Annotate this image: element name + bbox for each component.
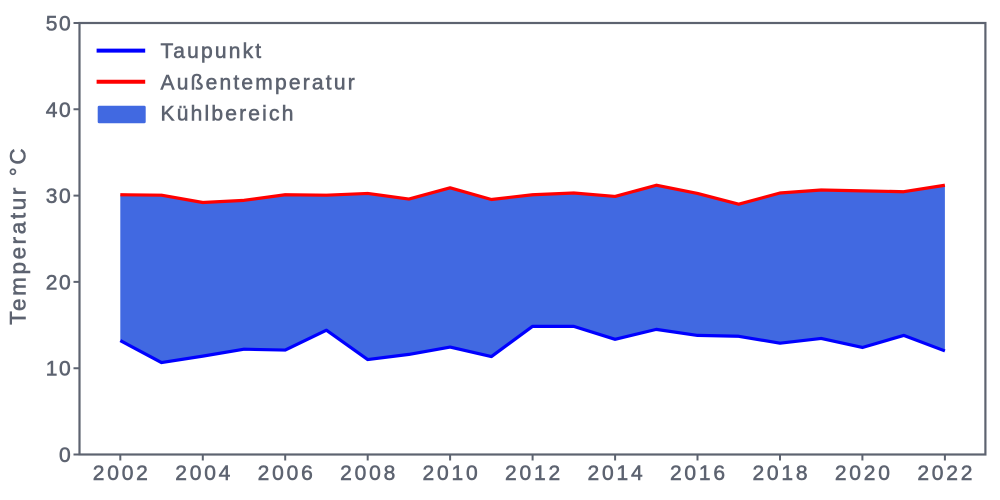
svg-text:2022: 2022 <box>917 462 975 485</box>
svg-text:Taupunkt: Taupunkt <box>161 40 264 63</box>
svg-text:40: 40 <box>46 99 73 122</box>
svg-text:2008: 2008 <box>340 462 398 485</box>
svg-text:Temperatur °C: Temperatur °C <box>6 146 31 325</box>
svg-text:2016: 2016 <box>670 462 728 485</box>
svg-text:2020: 2020 <box>835 462 893 485</box>
svg-text:20: 20 <box>46 271 73 294</box>
svg-text:Kühlbereich: Kühlbereich <box>161 102 296 125</box>
svg-text:2018: 2018 <box>752 462 810 485</box>
svg-text:2014: 2014 <box>588 462 646 485</box>
svg-text:Außentemperatur: Außentemperatur <box>161 71 357 94</box>
svg-text:2006: 2006 <box>258 462 316 485</box>
svg-text:50: 50 <box>46 13 73 36</box>
svg-text:0: 0 <box>59 444 72 467</box>
svg-text:2004: 2004 <box>175 462 233 485</box>
svg-text:2012: 2012 <box>505 462 563 485</box>
svg-text:10: 10 <box>46 358 73 381</box>
svg-text:2010: 2010 <box>423 462 481 485</box>
svg-text:2002: 2002 <box>93 462 151 485</box>
svg-text:30: 30 <box>46 185 73 208</box>
